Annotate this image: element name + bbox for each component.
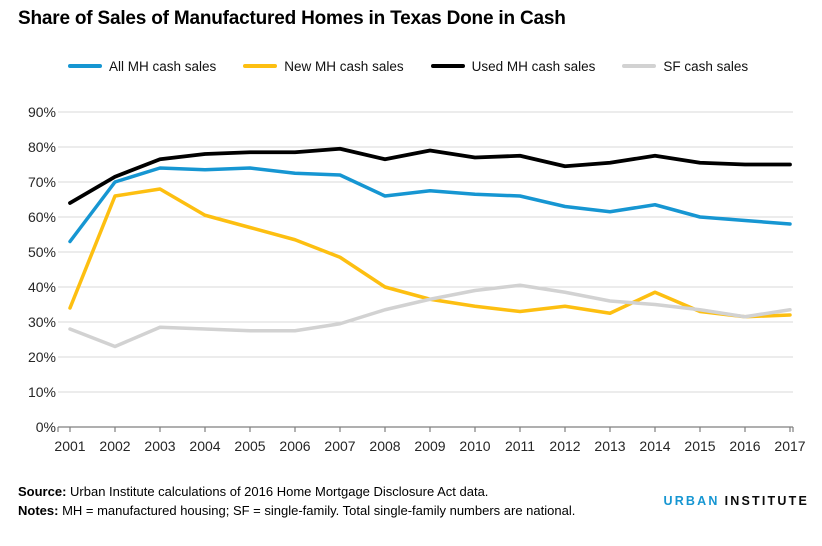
x-axis-label-2009: 2009	[414, 438, 445, 454]
notes-line: Notes: MH = manufactured housing; SF = s…	[18, 501, 575, 520]
legend-swatch-icon	[622, 64, 657, 68]
x-axis-label-2007: 2007	[324, 438, 355, 454]
legend-swatch-icon	[430, 64, 465, 68]
notes-label: Notes:	[18, 503, 59, 518]
x-axis-label-2002: 2002	[99, 438, 130, 454]
x-axis-label-2015: 2015	[684, 438, 715, 454]
x-axis-label-2017: 2017	[774, 438, 805, 454]
y-axis-label-90: 90%	[28, 104, 56, 120]
series-line-sf-cash-sales	[68, 283, 792, 349]
footer: Source: Urban Institute calculations of …	[18, 482, 575, 520]
source-label: Source:	[18, 484, 67, 499]
logo-word-urban: URBAN	[663, 494, 720, 508]
notes-text: MH = manufactured housing; SF = single-f…	[58, 503, 576, 518]
y-axis-label-20: 20%	[28, 349, 56, 365]
chart-svg: 0% 10% 20% 30% 40% 50% 60% 70% 80% 90% 2001 2002 200…	[28, 104, 806, 454]
legend-label: Used MH cash sales	[471, 58, 596, 74]
source-line: Source: Urban Institute calculations of …	[18, 482, 575, 501]
x-axis-label-2010: 2010	[459, 438, 490, 454]
x-axis-label-2014: 2014	[639, 438, 670, 454]
chart-legend: All MH cash sales New MH cash sales Used M…	[68, 58, 748, 74]
legend-item-used-mh-cash-sales: Used MH cash sales	[430, 58, 596, 74]
y-axis-label-80: 80%	[28, 139, 56, 155]
x-axis-label-2008: 2008	[369, 438, 400, 454]
x-axis-label-2006: 2006	[279, 438, 310, 454]
x-axis-label-2005: 2005	[234, 438, 265, 454]
y-axis-label-50: 50%	[28, 244, 56, 260]
page-title: Share of Sales of Manufactured Homes in …	[18, 8, 566, 29]
legend-item-sf-cash-sales: SF cash sales	[622, 58, 748, 74]
legend-label: SF cash sales	[663, 58, 749, 74]
y-axis-label-40: 40%	[28, 279, 56, 295]
legend-label: New MH cash sales	[284, 58, 404, 74]
x-axis-label-2011: 2011	[505, 438, 535, 454]
x-axis-label-2003: 2003	[144, 438, 175, 454]
legend-label: All MH cash sales	[109, 58, 217, 74]
x-axis-label-2013: 2013	[594, 438, 625, 454]
logo-word-institute: INSTITUTE	[724, 494, 809, 508]
x-axis-label-2004: 2004	[189, 438, 220, 454]
legend-swatch-icon	[68, 64, 102, 68]
legend-item-all-mh-cash-sales: All MH cash sales	[68, 58, 216, 74]
x-axis-label-2001: 2001	[54, 438, 85, 454]
source-text: Urban Institute calculations of 2016 Hom…	[66, 484, 489, 499]
y-axis-label-30: 30%	[28, 314, 56, 330]
legend-item-new-mh-cash-sales: New MH cash sales	[243, 58, 404, 74]
urban-institute-logo: URBAN INSTITUTE	[663, 494, 809, 508]
series-line-used-mh-cash-sales	[68, 146, 792, 205]
y-axis-label-60: 60%	[28, 209, 56, 225]
y-axis-label-10: 10%	[28, 384, 56, 400]
legend-swatch-icon	[243, 64, 278, 68]
y-axis-label-0: 0%	[36, 419, 56, 435]
x-axis-label-2012: 2012	[549, 438, 580, 454]
series-line-all-mh-cash-sales	[68, 166, 792, 244]
y-axis-label-70: 70%	[28, 174, 56, 190]
x-axis-label-2016: 2016	[729, 438, 760, 454]
